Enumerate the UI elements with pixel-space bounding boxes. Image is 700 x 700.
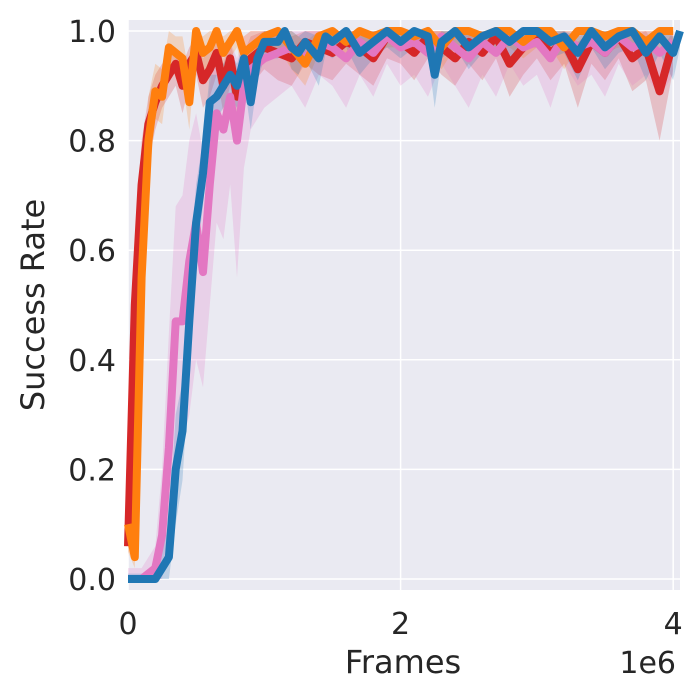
series-line [128,27,684,583]
y-tick-label: 0.0 [68,563,116,598]
x-tick-labels: 0 2 4 [118,607,682,642]
x-tick-label: 4 [664,607,683,642]
x-axis-label: Frames [345,643,461,681]
y-tick-label: 0.4 [68,344,116,379]
y-tick-label: 1.0 [68,15,116,50]
x-axis-offset-label: 1e6 [619,646,676,681]
y-tick-label: 0.6 [68,234,116,269]
series-lines [124,27,684,583]
y-tick-labels: 0.0 0.2 0.4 0.6 0.8 1.0 [68,15,116,598]
y-tick-label: 0.2 [68,453,116,488]
x-tick-label: 2 [391,607,410,642]
y-axis-label: Success Rate [14,199,52,411]
y-tick-label: 0.8 [68,125,116,160]
x-tick-label: 0 [118,607,137,642]
